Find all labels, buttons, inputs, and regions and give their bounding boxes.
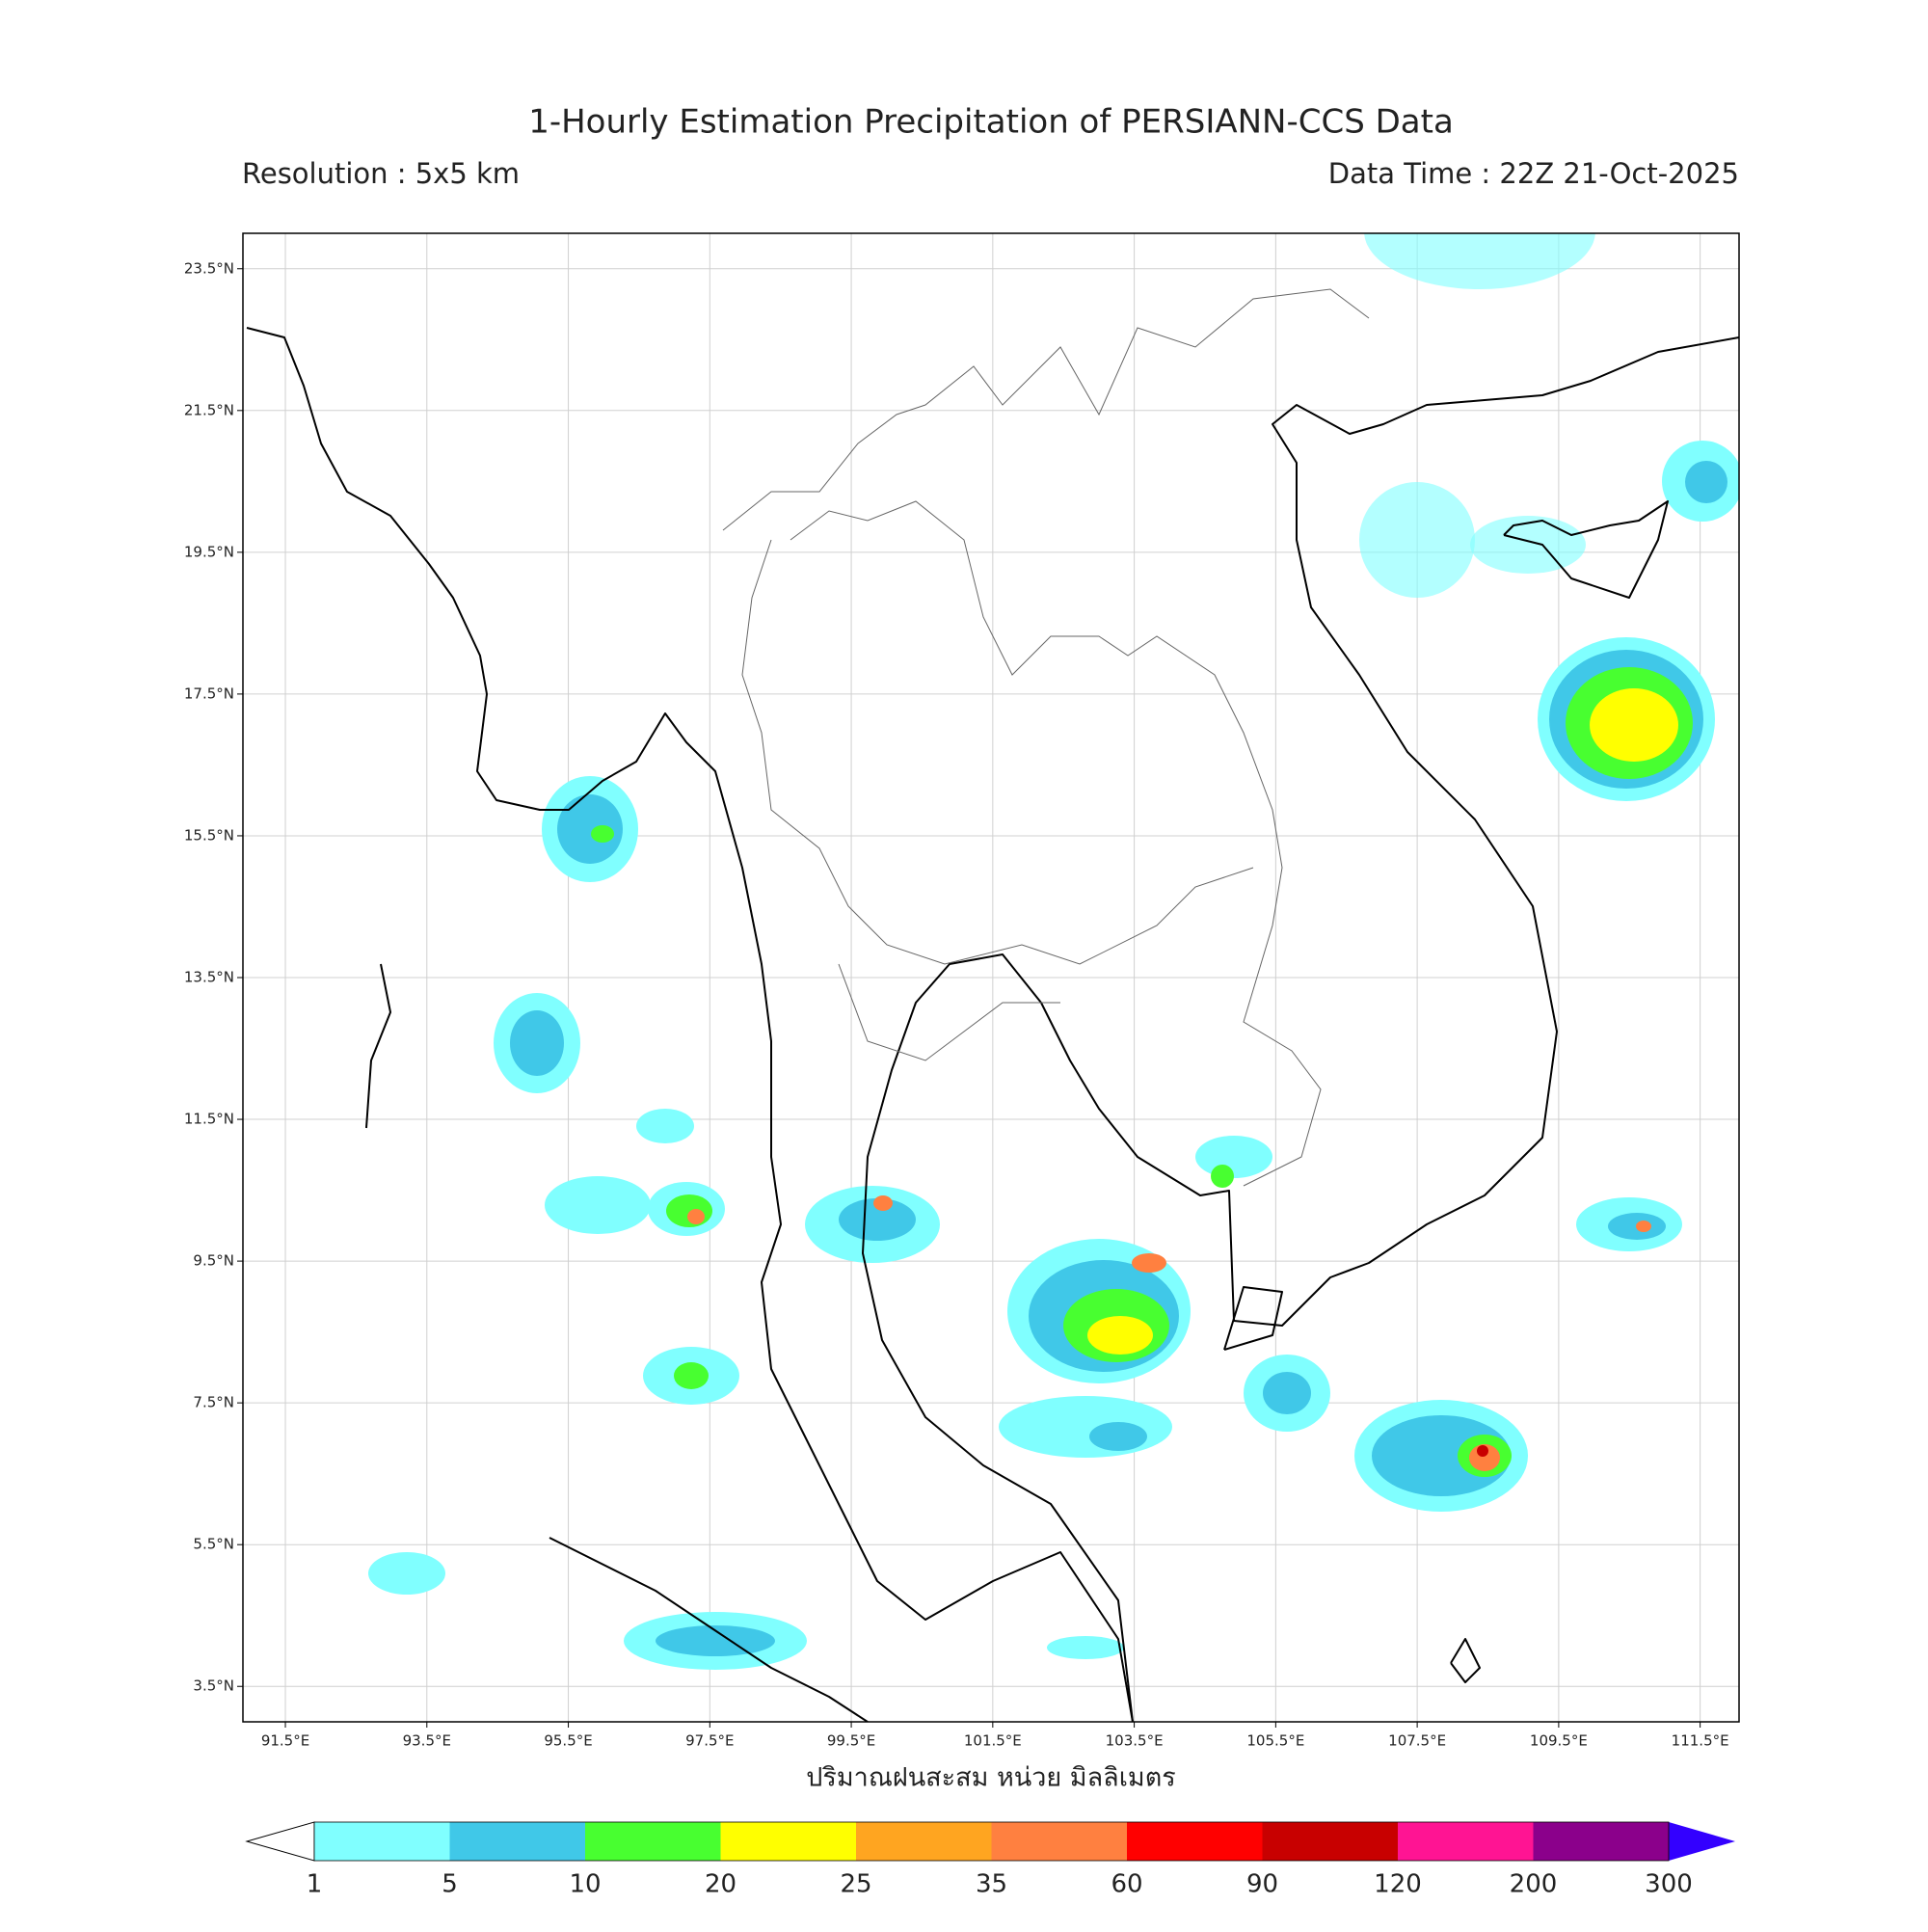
data-time: Data Time : 22Z 21-Oct-2025: [1328, 157, 1739, 190]
rain-cell: [368, 233, 1595, 1659]
x-tick-label: 105.5°E: [1246, 1732, 1304, 1750]
colorbar-segment: [1398, 1822, 1534, 1861]
rain-cell: [494, 993, 580, 1093]
x-tick-label: 95.5°E: [544, 1732, 592, 1750]
rain-cell: [648, 1182, 725, 1236]
y-tick-label: 9.5°N: [193, 1252, 234, 1270]
x-tick-label: 107.5°E: [1388, 1732, 1446, 1750]
colorbar-label: 300: [1645, 1870, 1693, 1899]
colorbar-segment: [585, 1822, 721, 1861]
rain-cell: [1538, 637, 1715, 801]
colorbar-label: 10: [569, 1870, 601, 1899]
colorbar-under: [245, 1821, 315, 1862]
colorbar-label: 35: [976, 1870, 1007, 1899]
rain-cell: [1662, 441, 1739, 522]
y-tick-label: 7.5°N: [193, 1394, 234, 1411]
colorbar-segment: [1262, 1822, 1399, 1861]
colorbar-segment: [314, 1822, 450, 1861]
colorbar-segment: [720, 1822, 857, 1861]
colorbar-label: 200: [1510, 1870, 1558, 1899]
colorbar-label: 5: [442, 1870, 458, 1899]
colorbar-segment: [449, 1822, 586, 1861]
rain-cell: [1007, 1239, 1191, 1383]
colorbar: 1 5 10 20 25 35 60 90 120 200 300: [245, 1821, 1735, 1899]
rain-cell: [1576, 1197, 1682, 1251]
y-tick-label: 17.5°N: [184, 684, 234, 702]
axes: 91.5°E 93.5°E 95.5°E 97.5°E 99.5°E 101.5°E 103…: [184, 259, 1729, 1749]
x-tick-label: 109.5°E: [1530, 1732, 1588, 1750]
colorbar-segment: [991, 1822, 1128, 1861]
colorbar-over: [1669, 1822, 1735, 1861]
x-tick-label: 93.5°E: [403, 1732, 451, 1750]
title: 1-Hourly Estimation Precipitation of PER…: [528, 103, 1454, 142]
y-tick-label: 11.5°N: [184, 1111, 234, 1128]
colorbar-segment: [1127, 1822, 1263, 1861]
colorbar-label: 25: [840, 1870, 871, 1899]
colorbar-frame: [313, 1821, 1670, 1862]
x-tick-label: 101.5°E: [964, 1732, 1022, 1750]
rain-cell: [1244, 1355, 1330, 1432]
colorbar-label: 1: [307, 1870, 323, 1899]
rain-cell: [999, 1396, 1172, 1458]
rain-cell: [805, 1186, 940, 1263]
y-tick-label: 19.5°N: [184, 543, 234, 560]
precipitation: [368, 233, 1739, 1670]
colorbar-segment: [856, 1822, 992, 1861]
colorbar-label: 60: [1111, 1870, 1142, 1899]
colorbar-label: 20: [705, 1870, 736, 1899]
x-tick-label: 99.5°E: [827, 1732, 875, 1750]
y-tick-label: 21.5°N: [184, 401, 234, 418]
colorbar-label: 90: [1246, 1870, 1278, 1899]
rain-cell: [624, 1612, 807, 1670]
y-tick-label: 15.5°N: [184, 826, 234, 844]
x-axis-label: ปริมาณฝนสะสม หน่วย มิลลิเมตร: [806, 1763, 1176, 1793]
resolution: Resolution : 5x5 km: [242, 157, 520, 190]
y-tick-label: 5.5°N: [193, 1536, 234, 1553]
coastlines: [246, 288, 1739, 1722]
y-tick-label: 23.5°N: [184, 259, 234, 277]
y-tick-label: 13.5°N: [184, 969, 234, 986]
rain-cell: [542, 776, 638, 882]
x-tick-label: 103.5°E: [1106, 1732, 1164, 1750]
colorbar-segment: [1533, 1822, 1670, 1861]
x-tick-label: 97.5°E: [685, 1732, 734, 1750]
y-tick-label: 3.5°N: [193, 1677, 234, 1695]
rain-cell: [1354, 1400, 1528, 1512]
x-tick-label: 91.5°E: [261, 1732, 309, 1750]
grid: [243, 233, 1739, 1722]
colorbar-label: 120: [1374, 1870, 1422, 1899]
x-tick-label: 111.5°E: [1672, 1732, 1729, 1750]
